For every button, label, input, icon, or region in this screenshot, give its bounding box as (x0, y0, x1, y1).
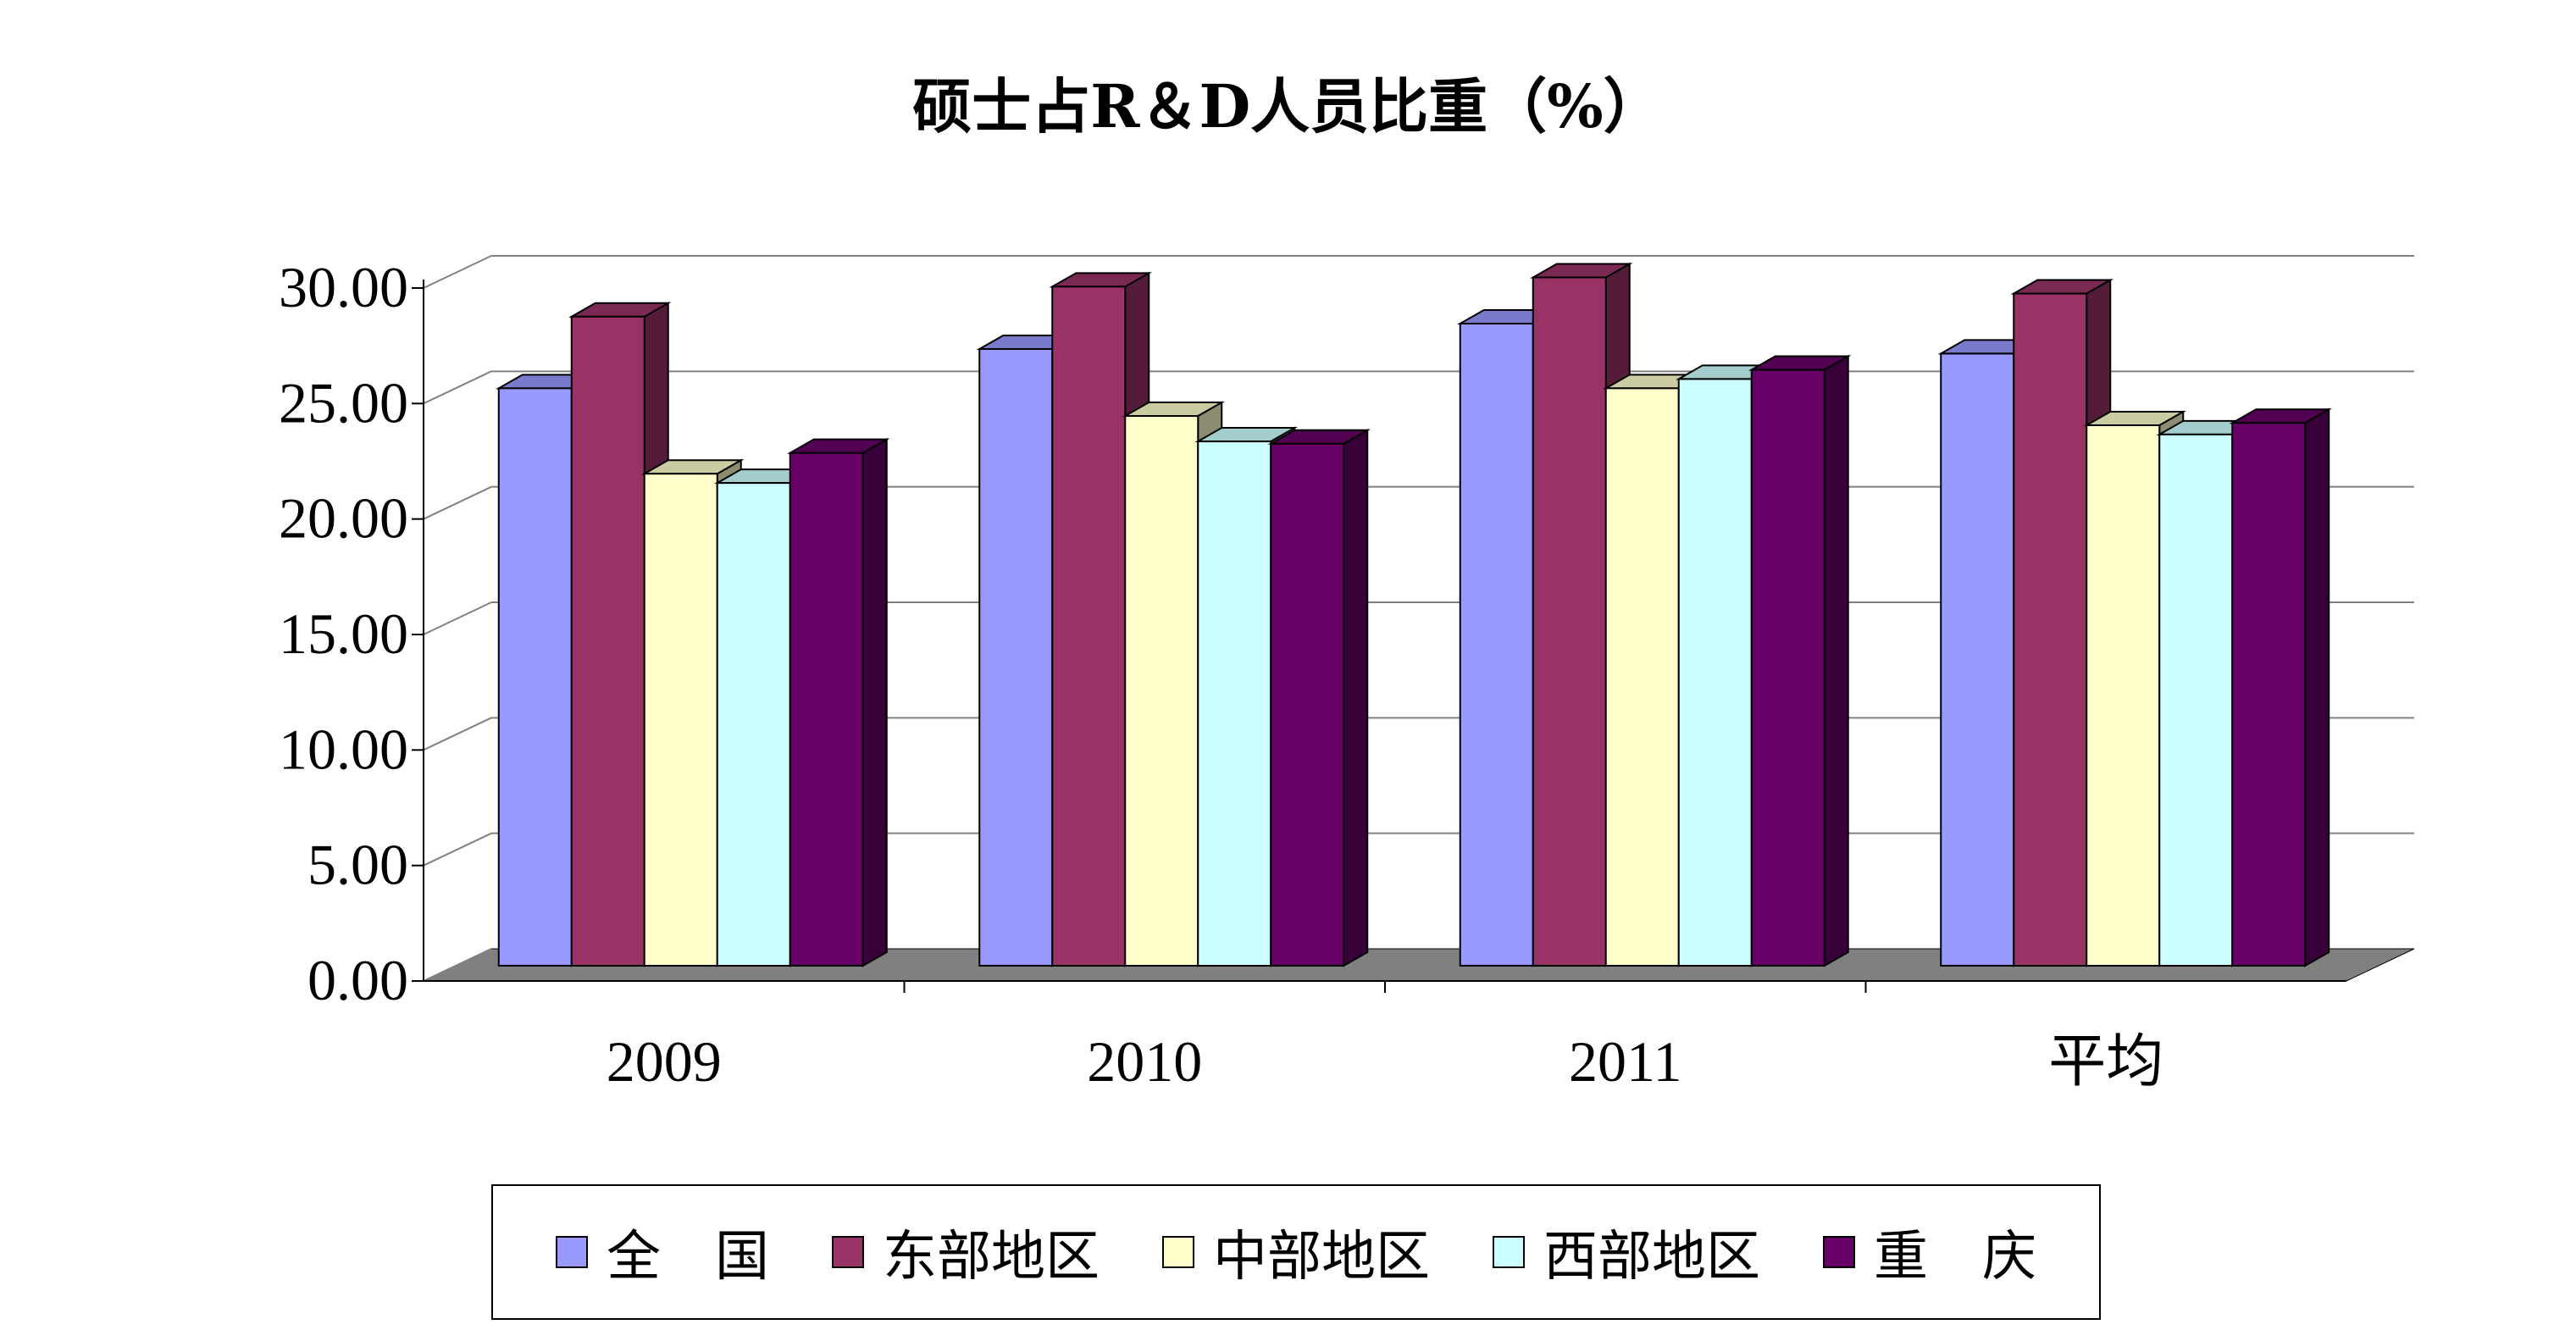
bar (1267, 429, 1371, 967)
bar-front (2158, 433, 2234, 967)
legend-item: 东部地区 (832, 1213, 1100, 1291)
bar-front (1124, 415, 1199, 967)
bar-front (1197, 441, 1272, 967)
x-category-label: 2011 (1569, 1029, 1681, 1094)
x-category-label: 平均 (2048, 1029, 2163, 1094)
bar-front (1604, 387, 1680, 967)
bar-front (2086, 424, 2161, 967)
bar-front (789, 452, 864, 967)
bar-side (1823, 354, 1849, 967)
y-tick-label: 10.00 (279, 717, 408, 781)
gridline-side (423, 601, 492, 635)
legend-item: 西部地区 (1493, 1213, 1760, 1291)
chart-title: 硕士占R＆D人员比重（%） (912, 71, 1662, 141)
gridline-side (423, 255, 492, 289)
bar-front (570, 315, 645, 967)
legend-swatch (1823, 1236, 1855, 1268)
bar-front (2013, 292, 2088, 967)
legend-item: 重 庆 (1823, 1213, 2036, 1291)
axes (412, 280, 2346, 993)
legend-label: 全 国 (607, 1226, 769, 1288)
y-tick-label: 25.00 (279, 370, 408, 435)
y-tick-label: 20.00 (279, 486, 408, 551)
bar (2229, 407, 2333, 967)
y-tick-label: 5.00 (307, 833, 408, 897)
legend-label: 西部地区 (1543, 1226, 1760, 1288)
bar-front (716, 482, 791, 967)
bar-front (497, 387, 573, 967)
y-tick-label: 30.00 (279, 255, 408, 319)
gridline-side (423, 832, 492, 867)
y-tick-label: 15.00 (279, 601, 408, 666)
bar-side (2304, 407, 2330, 967)
bar-front (643, 473, 718, 967)
x-category-labels: 2009 2010 2011 平均 (607, 1029, 2164, 1094)
bar-side (861, 437, 888, 967)
legend-item: 全 国 (556, 1213, 769, 1291)
bar-front (1677, 378, 1753, 967)
legend-item: 中部地区 (1162, 1213, 1430, 1291)
bar-front (1750, 369, 1825, 967)
legend-swatch (1162, 1236, 1194, 1268)
bar-front (2231, 422, 2307, 967)
bar-front (1051, 285, 1127, 967)
bar-front (1940, 352, 2015, 967)
bar-front (1532, 276, 1607, 967)
bar (1748, 354, 1852, 967)
y-tick-label: 0.00 (307, 948, 408, 1012)
legend-label: 重 庆 (1874, 1226, 2036, 1288)
bar-side (1343, 429, 1369, 967)
legend-swatch (556, 1236, 588, 1268)
legend-label: 东部地区 (883, 1226, 1100, 1288)
gridline-side (423, 370, 492, 405)
legend: 全 国 东部地区 中部地区 西部地区 重 庆 (491, 1184, 2101, 1320)
gridline-side (423, 717, 492, 751)
x-category-label: 2009 (607, 1029, 722, 1094)
bar-front (1270, 442, 1345, 967)
legend-swatch (832, 1236, 864, 1268)
bar (786, 437, 890, 967)
legend-swatch (1493, 1236, 1525, 1268)
gridline-side (423, 485, 492, 520)
bar-series (495, 262, 2333, 967)
gridline-side (423, 948, 492, 982)
bar-front (978, 347, 1054, 967)
y-tick-labels: 0.00 5.00 10.00 15.00 20.00 25.00 30.00 (279, 255, 408, 1012)
x-category-label: 2010 (1087, 1029, 1202, 1094)
bar-front (1459, 322, 1534, 967)
legend-label: 中部地区 (1213, 1226, 1430, 1288)
